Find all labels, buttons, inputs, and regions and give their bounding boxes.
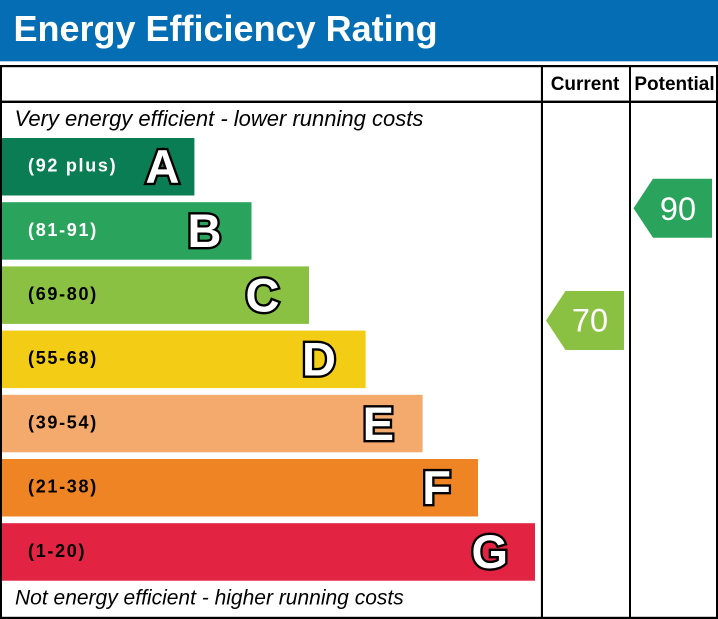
svg-text:B: B: [188, 204, 222, 257]
svg-text:Potential: Potential: [634, 74, 714, 95]
svg-text:F: F: [422, 461, 451, 514]
svg-text:D: D: [302, 333, 336, 386]
svg-text:(69-80): (69-80): [28, 284, 98, 304]
svg-text:(21-38): (21-38): [28, 477, 98, 497]
svg-text:90: 90: [660, 191, 696, 227]
svg-text:70: 70: [572, 302, 608, 338]
svg-text:E: E: [363, 397, 394, 450]
svg-text:Not energy efficient - higher: Not energy efficient - higher running co…: [15, 587, 404, 610]
svg-text:Energy Efficiency Rating: Energy Efficiency Rating: [14, 8, 438, 49]
svg-text:C: C: [246, 268, 280, 321]
svg-text:A: A: [146, 140, 180, 193]
svg-text:(1-20): (1-20): [28, 541, 86, 561]
svg-text:(39-54): (39-54): [28, 412, 98, 432]
svg-text:G: G: [471, 525, 508, 578]
svg-text:Very energy efficient - lower: Very energy efficient - lower running co…: [15, 106, 424, 131]
svg-text:Current: Current: [551, 74, 620, 95]
svg-text:(81-91): (81-91): [28, 220, 98, 240]
svg-text:(92 plus): (92 plus): [28, 156, 117, 176]
svg-text:(55-68): (55-68): [28, 348, 98, 368]
